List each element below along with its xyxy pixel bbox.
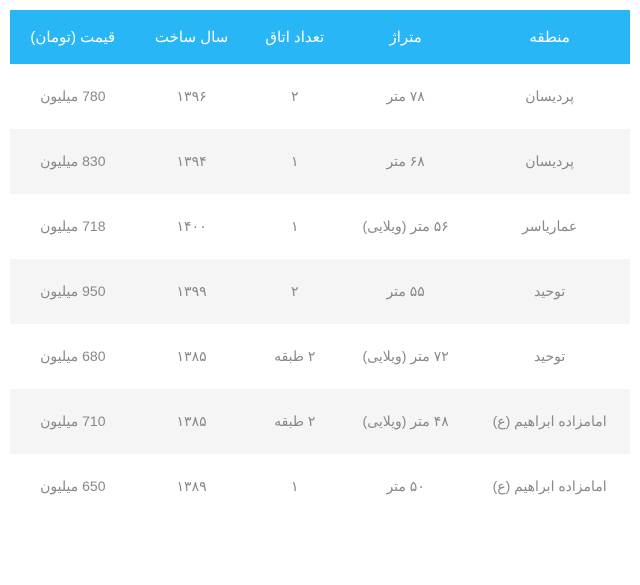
cell-year: ۱۳۹۶: [136, 64, 248, 129]
col-year: سال ساخت: [136, 10, 248, 64]
cell-region: امامزاده ابراهیم (ع): [469, 454, 630, 519]
cell-price: 830 میلیون: [10, 129, 136, 194]
cell-region: امامزاده ابراهیم (ع): [469, 389, 630, 454]
cell-rooms: ۱: [248, 454, 343, 519]
cell-year: ۱۳۸۵: [136, 324, 248, 389]
table-row: توحید ۷۲ متر (ویلایی) ۲ طبقه ۱۳۸۵ 680 می…: [10, 324, 630, 389]
table-header: منطقه متراژ تعداد اتاق سال ساخت قیمت (تو…: [10, 10, 630, 64]
cell-price: 780 میلیون: [10, 64, 136, 129]
cell-price: 680 میلیون: [10, 324, 136, 389]
col-rooms: تعداد اتاق: [248, 10, 343, 64]
cell-year: ۱۳۹۴: [136, 129, 248, 194]
cell-year: ۱۳۹۹: [136, 259, 248, 324]
cell-rooms: ۲: [248, 259, 343, 324]
col-region: منطقه: [469, 10, 630, 64]
cell-area: ۷۲ متر (ویلایی): [342, 324, 469, 389]
table-row: پردیسان ۷۸ متر ۲ ۱۳۹۶ 780 میلیون: [10, 64, 630, 129]
table-row: امامزاده ابراهیم (ع) ۴۸ متر (ویلایی) ۲ ط…: [10, 389, 630, 454]
cell-area: ۷۸ متر: [342, 64, 469, 129]
cell-region: توحید: [469, 259, 630, 324]
cell-year: ۱۳۸۹: [136, 454, 248, 519]
cell-rooms: ۲: [248, 64, 343, 129]
cell-rooms: ۲ طبقه: [248, 324, 343, 389]
cell-region: پردیسان: [469, 64, 630, 129]
cell-area: ۵۵ متر: [342, 259, 469, 324]
table-row: پردیسان ۶۸ متر ۱ ۱۳۹۴ 830 میلیون: [10, 129, 630, 194]
cell-rooms: ۱: [248, 129, 343, 194]
cell-region: توحید: [469, 324, 630, 389]
property-table: منطقه متراژ تعداد اتاق سال ساخت قیمت (تو…: [10, 10, 630, 519]
table-row: عماریاسر ۵۶ متر (ویلایی) ۱ ۱۴۰۰ 718 میلی…: [10, 194, 630, 259]
cell-year: ۱۴۰۰: [136, 194, 248, 259]
col-area: متراژ: [342, 10, 469, 64]
cell-area: ۶۸ متر: [342, 129, 469, 194]
cell-area: ۵۰ متر: [342, 454, 469, 519]
cell-price: 650 میلیون: [10, 454, 136, 519]
cell-year: ۱۳۸۵: [136, 389, 248, 454]
table-body: پردیسان ۷۸ متر ۲ ۱۳۹۶ 780 میلیون پردیسان…: [10, 64, 630, 519]
cell-area: ۴۸ متر (ویلایی): [342, 389, 469, 454]
cell-price: 718 میلیون: [10, 194, 136, 259]
cell-price: 950 میلیون: [10, 259, 136, 324]
cell-region: عماریاسر: [469, 194, 630, 259]
cell-rooms: ۱: [248, 194, 343, 259]
cell-rooms: ۲ طبقه: [248, 389, 343, 454]
cell-area: ۵۶ متر (ویلایی): [342, 194, 469, 259]
col-price: قیمت (تومان): [10, 10, 136, 64]
table-row: توحید ۵۵ متر ۲ ۱۳۹۹ 950 میلیون: [10, 259, 630, 324]
cell-price: 710 میلیون: [10, 389, 136, 454]
table-row: امامزاده ابراهیم (ع) ۵۰ متر ۱ ۱۳۸۹ 650 م…: [10, 454, 630, 519]
cell-region: پردیسان: [469, 129, 630, 194]
